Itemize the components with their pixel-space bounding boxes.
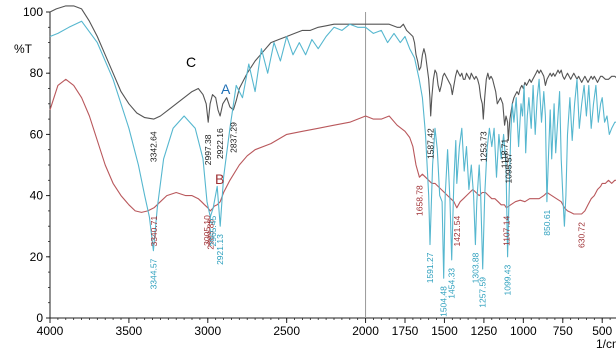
x-tick-label: 500 — [592, 324, 612, 338]
x-tick-label: 2500 — [273, 324, 300, 338]
x-tick-label: 1250 — [471, 324, 498, 338]
series-name-label: C — [186, 54, 196, 70]
peak-label: 1099.43 — [503, 264, 513, 295]
x-tick-label: 3000 — [194, 324, 221, 338]
peak-label: 2922.16 — [215, 128, 225, 159]
y-tick-label: 0 — [36, 311, 43, 325]
peak-label: 2997.38 — [203, 134, 213, 165]
y-tick-label: 40 — [30, 189, 44, 203]
x-tick-label: 750 — [553, 324, 573, 338]
y-tick-label: 60 — [30, 127, 44, 141]
peak-label: 1118.71 — [500, 138, 510, 168]
peak-label: 2921.13 — [215, 234, 225, 265]
x-axis-label: 1/cm — [596, 337, 616, 349]
peak-label: 1257.59 — [478, 277, 488, 308]
peak-label: 2983.88 — [205, 219, 215, 250]
peak-label: 1587.42 — [426, 128, 436, 159]
peak-label: 1454.33 — [447, 268, 457, 299]
peak-label: 1421.54 — [452, 216, 462, 247]
axes: 0 20 40 60 80 100 4000 3500 3000 2500 2000 1750 1500… — [23, 5, 616, 338]
y-tick-label: 100 — [23, 5, 43, 19]
series-name-label: A — [221, 81, 231, 97]
y-tick-label: 20 — [30, 250, 44, 264]
peak-label: 1658.78 — [414, 185, 424, 216]
y-tick-label: 80 — [30, 66, 44, 80]
peak-label: 3342.64 — [149, 131, 159, 162]
peak-label: 850.61 — [542, 209, 552, 235]
peak-label: 2837.29 — [228, 122, 238, 153]
peak-label: 1253.73 — [478, 131, 488, 162]
y-axis-label: %T — [14, 42, 33, 56]
peak-label: 630.72 — [577, 222, 587, 248]
peak-label: 3344.57 — [148, 258, 158, 289]
x-tick-label: 1750 — [392, 324, 419, 338]
peak-label: 1303.88 — [470, 252, 480, 283]
series-line-A — [49, 20, 616, 279]
x-tick-label: 2000 — [352, 324, 379, 338]
peak-label: 1504.48 — [439, 286, 449, 317]
peak-label: 2965.45 — [208, 216, 218, 247]
x-tick-label: 1000 — [510, 324, 537, 338]
peak-label: 3005.10 — [202, 215, 212, 246]
x-tick-label: 4000 — [37, 324, 64, 338]
peak-label: 1107.14 — [501, 216, 511, 246]
series-layer: C A B — [49, 5, 616, 279]
peak-label: 3340.71 — [149, 216, 159, 247]
peak-label: 1095.57 — [503, 153, 513, 184]
x-tick-label: 1500 — [431, 324, 458, 338]
series-name-label: B — [215, 171, 224, 187]
peak-label: 1591.27 — [425, 252, 435, 283]
peak-annotations: 3342.64 2997.38 2922.16 2837.29 1587.42 1253.… — [148, 122, 586, 317]
x-tick-label: 3500 — [116, 324, 143, 338]
